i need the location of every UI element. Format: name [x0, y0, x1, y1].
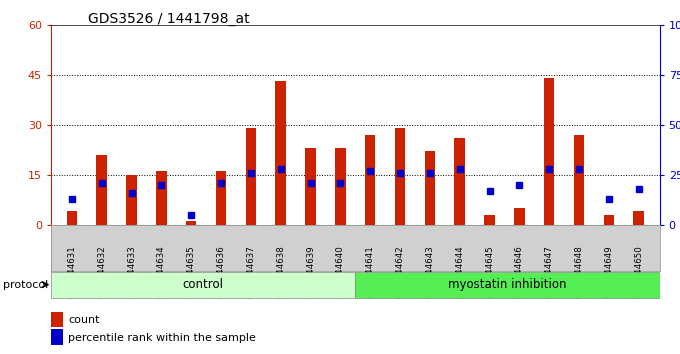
Bar [305, 148, 316, 225]
Text: GSM344640: GSM344640 [336, 246, 345, 298]
Bar [365, 135, 375, 225]
Bar [574, 135, 584, 225]
Text: percentile rank within the sample: percentile rank within the sample [68, 333, 256, 343]
Bar [356, 272, 660, 298]
Text: GSM344647: GSM344647 [545, 246, 554, 298]
Bar [544, 78, 554, 225]
Bar [67, 211, 77, 225]
Text: GSM344648: GSM344648 [575, 246, 583, 298]
Bar [275, 81, 286, 225]
Bar [395, 128, 405, 225]
Text: GSM344645: GSM344645 [485, 246, 494, 298]
Bar [186, 222, 197, 225]
Bar [484, 215, 495, 225]
Bar [454, 138, 465, 225]
Text: GDS3526 / 1441798_at: GDS3526 / 1441798_at [88, 12, 250, 27]
Text: GSM344638: GSM344638 [276, 246, 285, 298]
Text: GSM344637: GSM344637 [246, 246, 256, 298]
Bar [514, 208, 524, 225]
Text: GSM344641: GSM344641 [366, 246, 375, 298]
Text: myostatin inhibition: myostatin inhibition [448, 278, 566, 291]
Bar [604, 215, 614, 225]
Bar [245, 128, 256, 225]
Text: GSM344632: GSM344632 [97, 246, 106, 298]
Text: count: count [68, 315, 99, 325]
Text: GSM344649: GSM344649 [605, 246, 613, 298]
Text: protocol: protocol [3, 280, 49, 290]
Bar [425, 152, 435, 225]
Text: GSM344633: GSM344633 [127, 246, 136, 298]
Text: GSM344644: GSM344644 [455, 246, 464, 298]
Text: GSM344634: GSM344634 [157, 246, 166, 298]
Bar [97, 155, 107, 225]
Text: GSM344639: GSM344639 [306, 246, 315, 298]
Text: GSM344635: GSM344635 [187, 246, 196, 298]
Text: GSM344631: GSM344631 [67, 246, 76, 298]
Text: GSM344642: GSM344642 [396, 246, 405, 298]
Text: GSM344643: GSM344643 [426, 246, 435, 298]
Text: GSM344636: GSM344636 [216, 246, 226, 298]
Text: control: control [183, 278, 224, 291]
Bar [126, 175, 137, 225]
Text: GSM344650: GSM344650 [634, 246, 643, 298]
Bar [634, 211, 644, 225]
Bar [335, 148, 345, 225]
Bar [51, 272, 355, 298]
Text: GSM344646: GSM344646 [515, 246, 524, 298]
Bar [156, 171, 167, 225]
Bar [216, 171, 226, 225]
